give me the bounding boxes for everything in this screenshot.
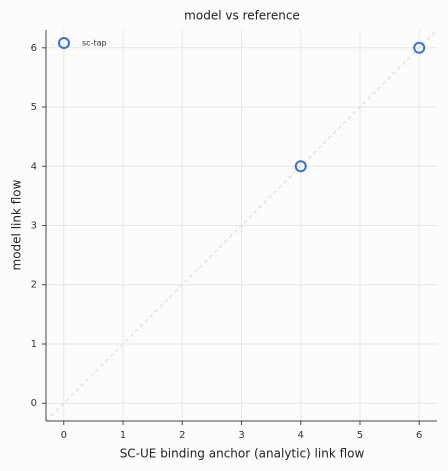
x-tick-label: 4 — [298, 430, 304, 441]
reference-line — [45, 29, 438, 422]
y-tick-label: 2 — [31, 280, 37, 291]
y-axis-label: model link flow — [10, 179, 24, 270]
x-axis-label: SC-UE binding anchor (analytic) link flo… — [120, 447, 365, 461]
y-tick-label: 0 — [31, 398, 37, 409]
point — [413, 41, 426, 54]
y-tick-label: 6 — [31, 43, 37, 54]
x-tick-label: 5 — [357, 430, 363, 441]
legend-label: sc-tap — [82, 39, 107, 48]
x-tick-label: 1 — [120, 430, 126, 441]
legend-marker — [58, 37, 70, 49]
y-tick-label: 4 — [31, 161, 37, 172]
x-tick-label: 0 — [61, 430, 67, 441]
point — [294, 160, 307, 173]
chart-title: model vs reference — [184, 9, 300, 23]
y-tick-label: 5 — [31, 102, 37, 113]
y-tick-label: 1 — [31, 339, 37, 350]
x-tick-label: 3 — [238, 430, 244, 441]
x-tick-label: 2 — [179, 430, 185, 441]
y-tick-label: 3 — [31, 221, 37, 232]
x-tick-label: 6 — [416, 430, 422, 441]
